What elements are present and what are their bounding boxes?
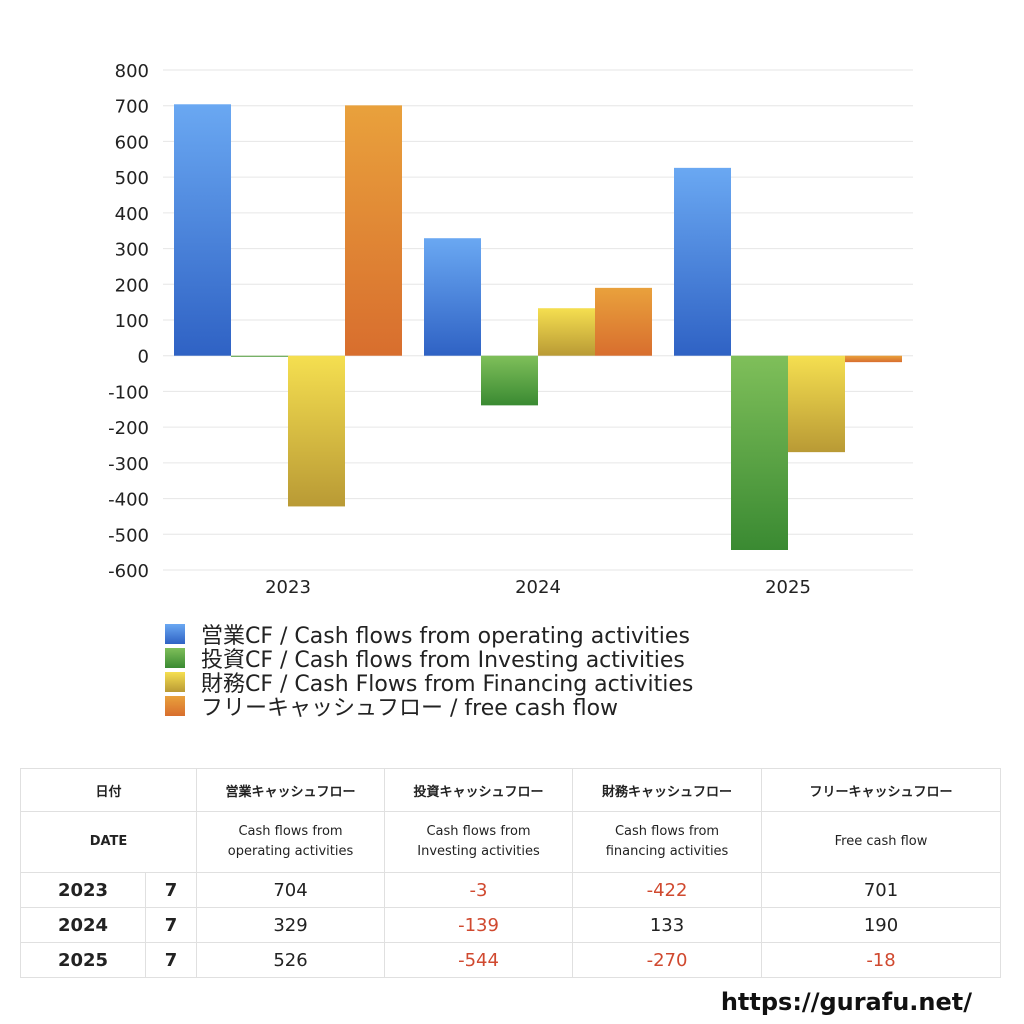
bar-free-2025 [845, 355, 902, 363]
bar-financing-2025 [788, 355, 845, 453]
cash-flow-table: 日付 営業キャッシュフロー 投資キャッシュフロー 財務キャッシュフロー フリーキ… [19, 768, 1002, 978]
table-row: 2024 7 329 -139 133 190 [20, 907, 1002, 943]
y-tick-label: 100 [115, 311, 149, 332]
y-tick-label: -600 [108, 561, 149, 582]
cell-free: 190 [761, 907, 1002, 943]
x-tick-label: 2025 [765, 577, 811, 598]
cell-operating: 704 [196, 872, 386, 908]
y-tick-label: 800 [115, 61, 149, 82]
header-investing-en-line1: Cash flows from [426, 824, 531, 839]
table-header-row-ja: 日付 営業キャッシュフロー 投資キャッシュフロー 財務キャッシュフロー フリーキ… [19, 768, 1002, 812]
bar-investing-2024 [481, 355, 538, 406]
bar-chart: 800 700 600 500 400 300 200 100 0 -100 -200 -300 -40… [108, 61, 913, 598]
header-financing-en: Cash flows from financing activities [572, 811, 763, 873]
legend-label-financing: 財務CF / Cash Flows from Financing activit… [201, 672, 694, 697]
cell-operating: 329 [196, 907, 386, 943]
header-operating-en-line2: operating activities [227, 844, 354, 859]
legend-item-financing: 財務CF / Cash Flows from Financing activit… [165, 670, 693, 697]
bar-operating-2025 [674, 167, 731, 356]
cell-investing: -544 [384, 942, 574, 978]
table-row: 2025 7 526 -544 -270 -18 [20, 942, 1002, 978]
legend-label-operating: 営業CF / Cash flows from operating activit… [201, 624, 690, 649]
header-date-en: DATE [19, 811, 198, 873]
header-financing-en-line2: financing activities [605, 844, 729, 859]
cell-financing: 133 [572, 907, 763, 943]
y-tick-label: 400 [115, 204, 149, 225]
bar-investing-2025 [731, 355, 788, 550]
header-financing-en-line1: Cash flows from [614, 824, 720, 839]
y-tick-label: 500 [115, 168, 149, 189]
header-free-ja: フリーキャッシュフロー [761, 768, 1002, 812]
x-tick-label: 2024 [515, 577, 561, 598]
header-investing-ja: 投資キャッシュフロー [384, 768, 574, 812]
legend-swatch-operating [165, 624, 185, 644]
bar-financing-2024 [538, 308, 595, 356]
header-operating-en: Cash flows from operating activities [196, 811, 386, 873]
y-tick-label: 300 [115, 240, 149, 261]
y-tick-label: -200 [108, 418, 149, 439]
site-url: https://gurafu.net/ [720, 988, 972, 1016]
legend-item-operating: 営業CF / Cash flows from operating activit… [165, 622, 693, 649]
header-free-en: Free cash flow [761, 811, 1002, 873]
bar-investing-2023 [231, 355, 288, 357]
y-tick-label: 200 [115, 275, 149, 296]
y-tick-label: 700 [115, 97, 149, 118]
row-year: 2025 [20, 942, 146, 978]
bar-financing-2023 [288, 355, 345, 507]
cell-free: 701 [761, 872, 1002, 908]
legend-swatch-free [165, 696, 185, 716]
legend-item-investing: 投資CF / Cash flows from Investing activit… [165, 646, 693, 673]
bar-free-2023 [345, 105, 402, 356]
y-tick-label: -300 [108, 454, 149, 475]
bar-operating-2024 [424, 238, 481, 356]
y-tick-label: -100 [108, 382, 149, 403]
header-operating-en-line1: Cash flows from [238, 824, 343, 839]
cell-investing: -3 [384, 872, 574, 908]
row-year: 2024 [20, 907, 146, 943]
header-date-ja: 日付 [19, 768, 198, 812]
cell-free: -18 [761, 942, 1002, 978]
header-financing-ja: 財務キャッシュフロー [572, 768, 763, 812]
header-investing-en-line2: Investing activities [417, 844, 540, 859]
cell-operating: 526 [196, 942, 386, 978]
cell-financing: -422 [572, 872, 763, 908]
y-tick-label: 0 [138, 347, 149, 368]
y-tick-label: -400 [108, 490, 149, 511]
bar-free-2024 [595, 287, 652, 356]
header-investing-en: Cash flows from Investing activities [384, 811, 574, 873]
cell-investing: -139 [384, 907, 574, 943]
legend: 営業CF / Cash flows from operating activit… [165, 622, 693, 721]
row-month: 7 [144, 907, 198, 943]
legend-label-free: フリーキャッシュフロー / free cash flow [201, 696, 619, 721]
y-tick-label: -500 [108, 525, 149, 546]
legend-label-investing: 投資CF / Cash flows from Investing activit… [201, 648, 685, 673]
row-month: 7 [144, 872, 198, 908]
legend-item-free: フリーキャッシュフロー / free cash flow [165, 694, 693, 721]
bar-operating-2023 [174, 104, 231, 356]
legend-swatch-financing [165, 672, 185, 692]
legend-swatch-investing [165, 648, 185, 668]
y-tick-label: 600 [115, 132, 149, 153]
x-tick-label: 2023 [265, 577, 311, 598]
row-year: 2023 [20, 872, 146, 908]
table-row: 2023 7 704 -3 -422 701 [20, 872, 1002, 908]
table-header-row-en: DATE Cash flows from operating activities… [19, 811, 1002, 873]
row-month: 7 [144, 942, 198, 978]
header-operating-ja: 営業キャッシュフロー [196, 768, 386, 812]
cell-financing: -270 [572, 942, 763, 978]
